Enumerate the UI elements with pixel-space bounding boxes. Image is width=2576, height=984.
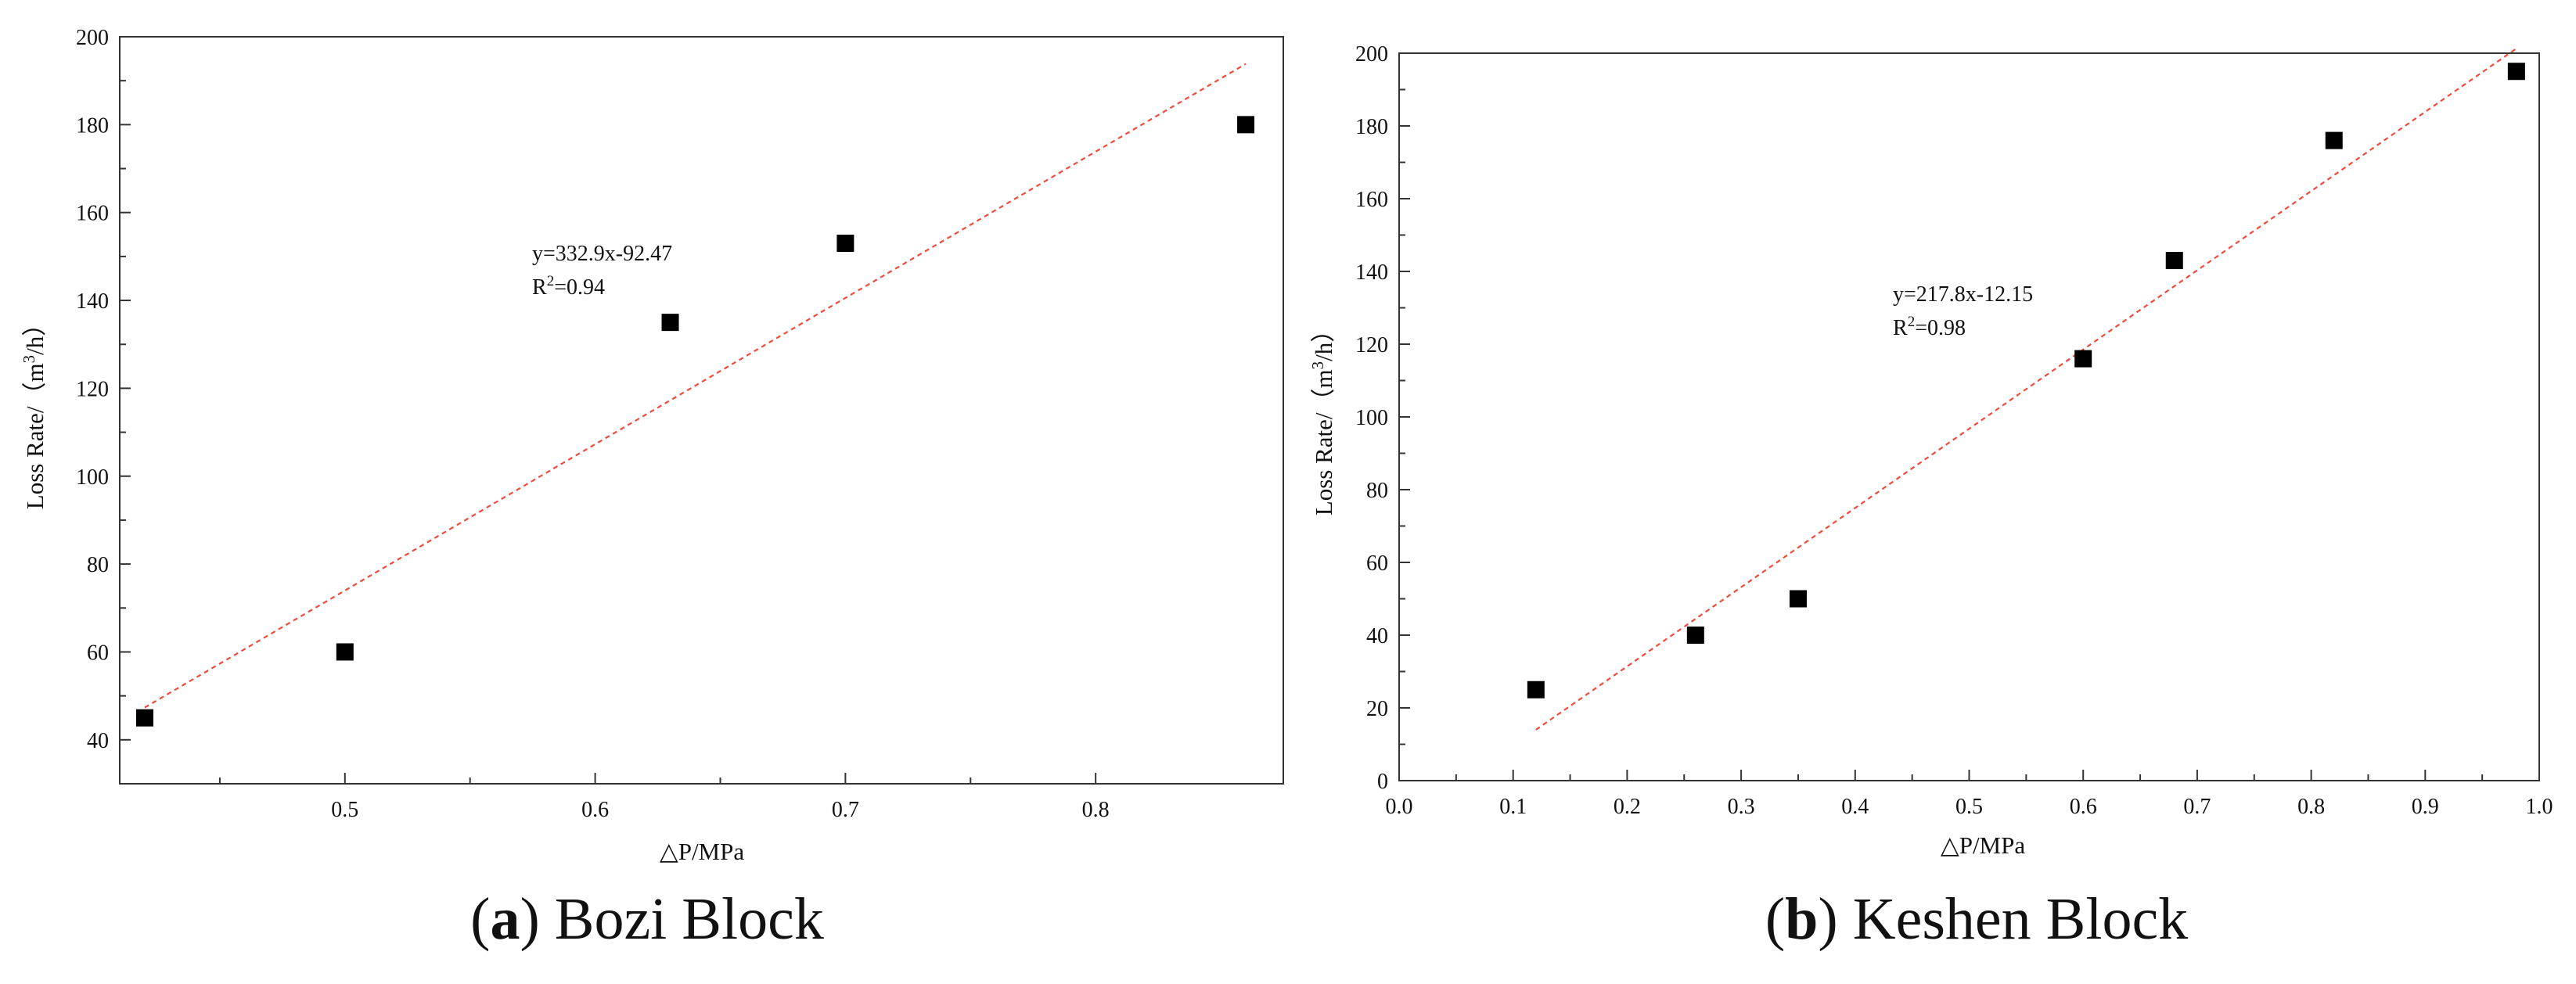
chart-b-y-tick-label: 120 [1355,333,1388,357]
chart-b-x-tick-label: 0.8 [2297,795,2325,819]
chart-a-fit-line [144,63,1247,709]
chart-b-x-tick-label: 0.9 [2412,795,2439,819]
chart-b-r-squared: R2=0.98 [1893,314,1966,340]
chart-b-x-tick-label: 0.2 [1614,795,1641,819]
chart-b-x-tick-label: 0.5 [1955,795,1983,819]
chart-a-x-tick-label: 0.7 [832,798,859,822]
chart-b-data-point [1527,681,1545,698]
chart-a-data-point [661,314,679,332]
chart-a-y-tick-label: 180 [76,113,109,138]
chart-b-y-tick-label: 80 [1366,479,1388,503]
chart-panel-b: 0 20 40 60 80 100 120 140 160 180 200 0.0 0.1 0.2 0.3 0… [1308,42,2553,952]
chart-a-y-tick-label: 40 [87,729,109,753]
chart-b-x-tick-label: 0.3 [1728,795,1755,819]
chart-a-plot-frame [119,36,1284,785]
chart-a-r-squared: R2=0.94 [532,273,605,300]
chart-a-y-tick-label: 200 [76,26,109,50]
chart-b-x-tick-label: 1.0 [2526,795,2553,819]
chart-b-x-tick-label: 0.4 [1841,795,1869,819]
chart-a-y-tick-label: 80 [87,553,109,577]
chart-b-y-tick-label: 100 [1355,406,1388,430]
chart-a-y-axis-label: Loss Rate/（m3/h） [20,312,49,509]
chart-a-data-point [1237,116,1255,134]
chart-a-y-tick-label: 140 [76,289,109,314]
chart-b-y-tick-label: 160 [1355,188,1388,212]
chart-b-fit-line [1535,48,2517,731]
chart-b-y-tick-label: 140 [1355,260,1388,285]
chart-a-y-tick-label: 60 [87,641,109,665]
chart-b-data-point [2074,350,2092,368]
chart-panel-a: 40 60 80 100 120 140 160 180 200 0.5 0.6 0.7 0.8 y=33… [20,26,1284,952]
chart-b-data-point [2507,63,2525,81]
chart-b-x-axis-label: △P/MPa [1941,831,2025,859]
chart-b-x-tick-label: 0.6 [2070,795,2097,819]
chart-b-caption: (b) Keshen Block [1765,886,2188,952]
chart-a-x-tick-label: 0.6 [581,798,609,822]
chart-a-data-point [836,235,854,253]
chart-b-x-tick-label: 0.1 [1499,795,1527,819]
chart-a-y-tick-label: 120 [76,377,109,401]
chart-b-x-tick-label: 0.7 [2183,795,2211,819]
chart-a-x-tick-label: 0.5 [331,798,358,822]
chart-b-y-tick-label: 200 [1355,42,1388,66]
chart-b-data-point [1789,590,1807,608]
chart-b-data-point [2165,252,2183,270]
chart-b-y-axis-label: Loss Rate/（m3/h） [1308,318,1337,515]
chart-b-y-tick-label: 0 [1377,770,1388,794]
chart-b-fit-equation: y=217.8x-12.15 [1893,282,2033,307]
chart-b-x-tick-label: 0.0 [1386,795,1413,819]
chart-a-x-tick-label: 0.8 [1082,798,1110,822]
chart-a-y-tick-label: 100 [76,465,109,490]
chart-b-y-tick-label: 180 [1355,115,1388,139]
chart-b-y-tick-label: 60 [1366,551,1388,576]
chart-a-y-tick-label: 160 [76,202,109,226]
chart-a-fit-equation: y=332.9x-92.47 [532,242,672,266]
chart-a-caption: (a) Bozi Block [470,886,824,952]
chart-b-data-point [1686,627,1704,644]
chart-b-y-tick-label: 20 [1366,697,1388,721]
chart-a-data-point [336,643,354,661]
chart-b-data-point [2325,131,2343,149]
chart-a-data-point [135,709,153,727]
chart-a-x-axis-label: △P/MPa [660,838,744,865]
chart-b-y-tick-label: 40 [1366,624,1388,648]
